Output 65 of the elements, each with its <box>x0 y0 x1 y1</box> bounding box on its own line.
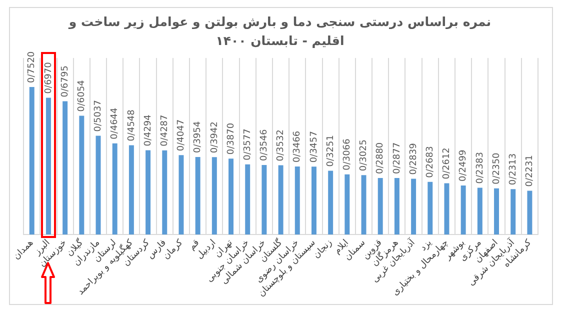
bar <box>62 101 68 234</box>
bar <box>394 178 400 234</box>
data-label: 0/2231 <box>525 155 536 187</box>
data-label: 0/2839 <box>408 142 419 175</box>
bar <box>527 190 532 234</box>
data-label: 0/4548 <box>126 109 137 142</box>
bar <box>128 145 134 234</box>
data-label: 0/2313 <box>508 153 518 186</box>
bar <box>328 170 334 234</box>
x-tick-label: همدان <box>12 238 36 262</box>
data-label: 0/6970 <box>44 62 54 94</box>
bar <box>29 87 34 234</box>
data-label: 0/4047 <box>176 119 187 152</box>
bar <box>477 188 482 234</box>
data-label: 0/2877 <box>392 142 402 174</box>
bar <box>79 116 84 234</box>
chart-title: نمره براساس درستی سنجی دما و بارش بولتن و عوامل زیر ساخت و اقلیم - تابستان ۱۴۰۰ <box>67 13 492 50</box>
bar <box>294 166 300 234</box>
bar <box>46 98 51 234</box>
data-label: 0/3025 <box>359 139 370 172</box>
bar <box>278 165 284 234</box>
bar <box>212 157 217 234</box>
bar <box>494 188 500 234</box>
bar <box>344 174 350 234</box>
data-label: 0/2383 <box>475 152 486 184</box>
bar <box>444 183 450 234</box>
bar <box>361 175 366 234</box>
data-label: 0/3942 <box>210 122 220 154</box>
data-label: 0/2350 <box>492 152 502 184</box>
bar <box>112 143 118 234</box>
bar <box>311 166 316 234</box>
data-label: 0/5037 <box>94 100 104 132</box>
bar <box>460 185 466 234</box>
data-label: 0/3251 <box>326 135 336 167</box>
bar <box>378 178 383 234</box>
bar <box>146 150 151 234</box>
bar <box>178 155 184 234</box>
data-label: 0/7520 <box>27 51 38 84</box>
data-label: 0/3546 <box>260 129 270 161</box>
data-label: 0/3466 <box>292 130 303 163</box>
data-label: 0/3457 <box>309 131 320 163</box>
data-label: 0/4287 <box>160 114 170 146</box>
data-label: 0/3066 <box>342 138 353 170</box>
bar <box>411 178 416 234</box>
bar <box>428 182 433 234</box>
x-tick-label: قم <box>187 238 202 252</box>
data-label: 0/6795 <box>60 66 70 98</box>
data-label: 0/2880 <box>376 142 386 174</box>
data-label: 0/3870 <box>226 122 236 155</box>
data-label: 0/2612 <box>442 148 452 180</box>
bar <box>510 189 516 234</box>
data-label: 0/3577 <box>242 128 253 160</box>
bar <box>245 164 250 234</box>
bar <box>262 164 267 234</box>
data-label: 0/4294 <box>143 114 154 146</box>
bar <box>195 156 200 234</box>
data-label: 0/6054 <box>77 80 88 112</box>
data-label: 0/4644 <box>110 107 120 140</box>
bar <box>228 158 234 234</box>
data-label: 0/2683 <box>425 146 436 178</box>
data-label: 0/3532 <box>276 130 286 162</box>
bar <box>96 136 101 234</box>
data-label: 0/2499 <box>458 150 469 182</box>
data-label: 0/3954 <box>193 121 204 153</box>
bar <box>162 150 168 234</box>
